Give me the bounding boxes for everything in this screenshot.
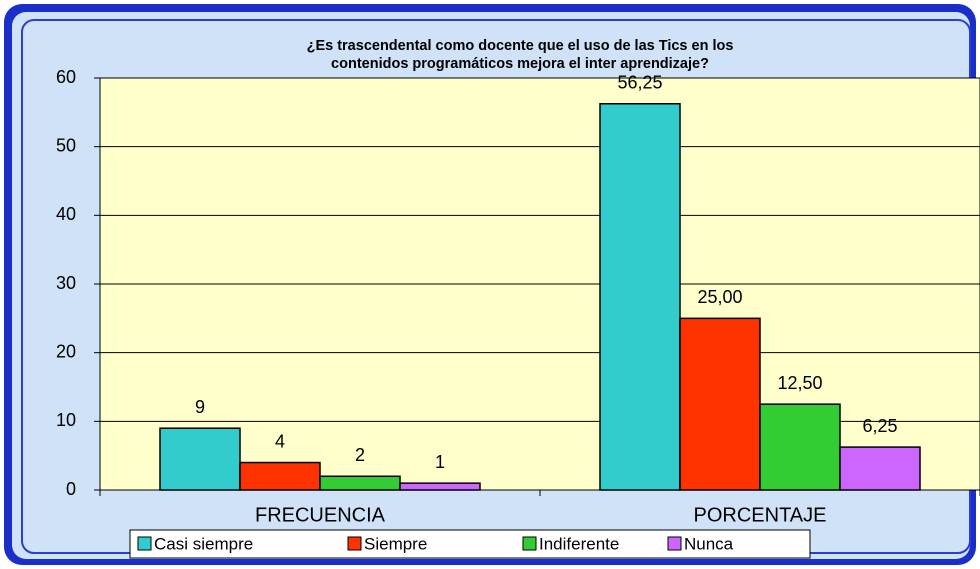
y-tick-label: 20	[56, 341, 76, 361]
y-tick-label: 10	[56, 410, 76, 430]
legend-label: Siempre	[364, 534, 427, 553]
legend-label: Casi siempre	[154, 534, 253, 553]
y-tick-label: 60	[56, 67, 76, 87]
bar	[839, 446, 921, 491]
value-label: 12,50	[777, 373, 822, 393]
legend-label: Nunca	[684, 534, 734, 553]
legend-label: Indiferente	[539, 534, 619, 553]
x-tick-label: FRECUENCIA	[255, 504, 386, 526]
y-tick-label: 30	[56, 273, 76, 293]
legend-swatch	[667, 536, 682, 551]
value-label: 6,25	[862, 416, 897, 436]
y-tick-label: 40	[56, 204, 76, 224]
value-label: 25,00	[697, 287, 742, 307]
x-tick-label: PORCENTAJE	[694, 504, 827, 526]
value-label: 2	[355, 445, 365, 465]
y-tick-label: 0	[66, 479, 76, 499]
bar	[759, 403, 841, 491]
value-label: 56,25	[617, 73, 662, 93]
legend-swatch	[347, 536, 362, 551]
value-label: 9	[195, 397, 205, 417]
legend-swatch	[522, 536, 537, 551]
chart-title: ¿Es trascendental como docente que el us…	[307, 38, 734, 54]
bar	[399, 482, 481, 491]
y-tick-label: 50	[56, 135, 76, 155]
bar	[319, 475, 401, 491]
value-label: 4	[275, 431, 285, 451]
bar	[599, 103, 681, 491]
bar	[239, 461, 321, 491]
bar	[159, 427, 241, 491]
legend-box	[129, 529, 811, 559]
chart-title: contenidos programáticos mejora el inter…	[331, 56, 709, 72]
legend-swatch	[137, 536, 152, 551]
value-label: 1	[435, 452, 445, 472]
bar	[679, 317, 761, 491]
